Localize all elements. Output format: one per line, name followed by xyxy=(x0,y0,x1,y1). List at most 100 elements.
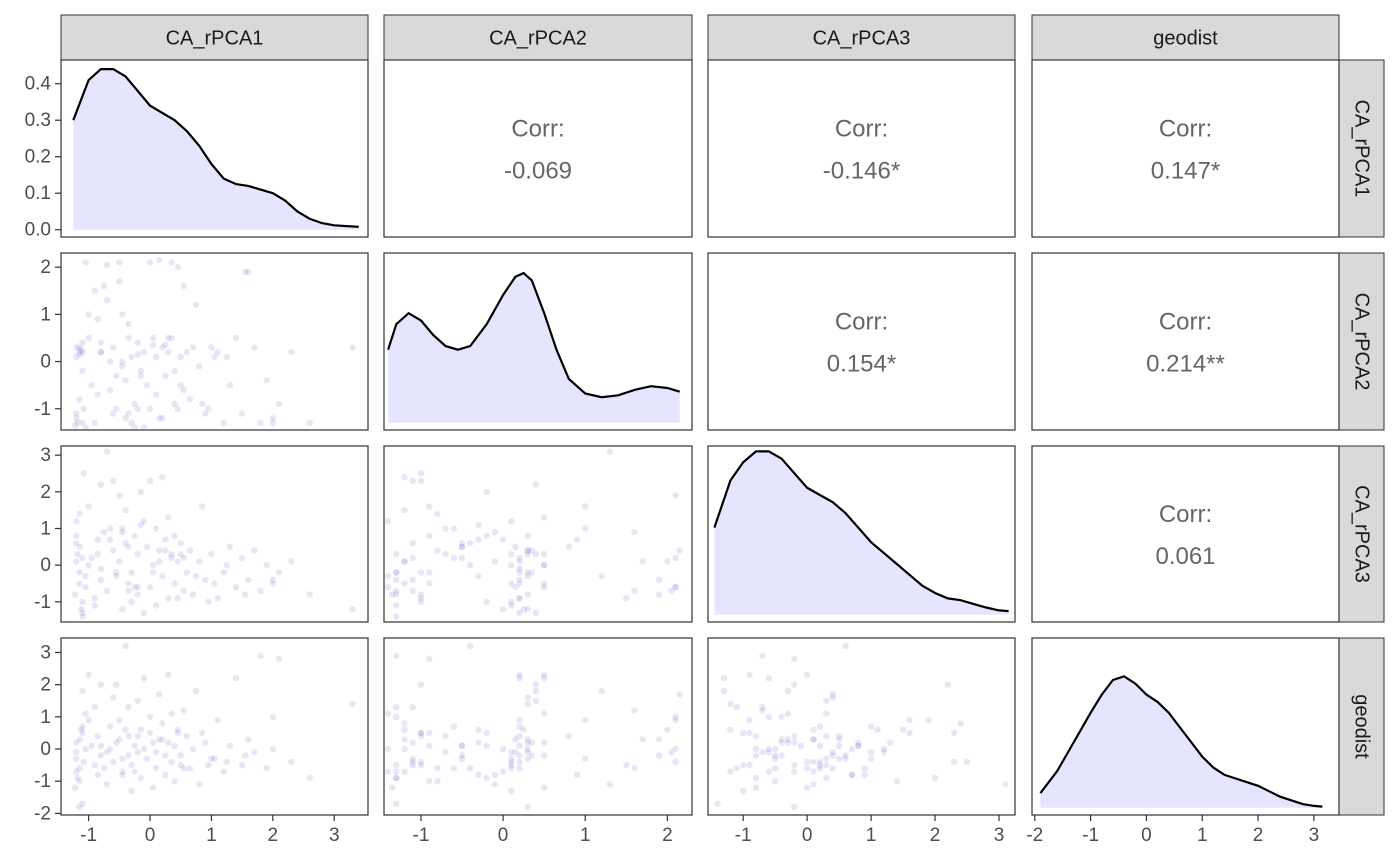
x-tick-label: -2 xyxy=(1026,825,1043,846)
scatter-point xyxy=(146,477,154,484)
corr-label: Corr: xyxy=(1159,501,1212,528)
scatter-point xyxy=(125,704,132,711)
scatter-point xyxy=(483,598,490,605)
x-tick-label: 3 xyxy=(1309,825,1320,846)
scatter-point xyxy=(772,752,779,759)
scatter-point xyxy=(94,391,102,398)
scatter-point xyxy=(119,311,126,318)
scatter-point xyxy=(76,580,83,587)
scatter-point xyxy=(765,675,772,682)
scatter-point xyxy=(80,405,87,412)
scatter-point xyxy=(672,584,679,591)
scatter-point xyxy=(791,803,798,811)
scatter-point xyxy=(499,768,507,775)
scatter-point xyxy=(134,584,141,591)
panel-CA_rPCA1-CA_rPCA3: Corr: -0.146* xyxy=(707,59,1016,238)
scatter-point xyxy=(257,419,264,427)
scatter-point xyxy=(393,591,400,598)
scatter-point xyxy=(829,765,836,772)
scatter-point xyxy=(82,745,89,753)
x-tick-label: 1 xyxy=(866,825,877,846)
scatter-point xyxy=(426,729,433,737)
scatter-point xyxy=(140,745,148,753)
scatter-point xyxy=(149,334,157,342)
scatter-point xyxy=(458,742,466,749)
scatter-point xyxy=(528,752,535,759)
scatter-point xyxy=(116,558,123,565)
scatter-point xyxy=(417,569,425,576)
scatter-point xyxy=(409,761,416,769)
scatter-point xyxy=(79,609,86,616)
scatter-point xyxy=(672,758,679,766)
scatter-point xyxy=(153,749,160,756)
scatter-point xyxy=(186,765,194,772)
x-tick-label: 3 xyxy=(994,825,1005,846)
scatter-point xyxy=(73,410,80,417)
scatter-point xyxy=(137,521,144,528)
scatter-point xyxy=(159,573,166,580)
scatter-point xyxy=(73,344,80,351)
scatter-point xyxy=(598,573,605,580)
scatter-point xyxy=(409,587,416,594)
strip-label: CA_rPCA2 xyxy=(1351,293,1373,391)
scatter-point xyxy=(97,752,105,759)
scatter-point xyxy=(153,525,160,532)
scatter-point xyxy=(88,382,95,389)
scatter-point xyxy=(524,700,531,708)
scatter-point xyxy=(168,710,175,717)
scatter-point xyxy=(803,758,811,766)
scatter-point xyxy=(174,729,181,737)
scatter-point xyxy=(91,287,99,294)
scatter-point xyxy=(532,681,540,688)
scatter-point xyxy=(393,652,400,659)
scatter-point xyxy=(810,726,817,733)
scatter-point xyxy=(835,755,843,762)
scatter-point xyxy=(393,761,400,769)
scatter-point xyxy=(177,382,184,389)
scatter-point xyxy=(417,477,425,484)
scatter-point xyxy=(288,758,295,766)
scatter-point xyxy=(409,576,416,583)
scatter-point xyxy=(384,745,392,753)
scatter-point xyxy=(565,733,572,740)
scatter-point xyxy=(508,758,515,766)
scatter-point xyxy=(85,334,92,342)
strip-label: CA_rPCA3 xyxy=(813,28,911,50)
scatter-point xyxy=(168,334,175,342)
scatter-point xyxy=(541,562,548,569)
scatter-point xyxy=(442,733,449,740)
scatter-point xyxy=(119,768,126,775)
scatter-point xyxy=(752,745,760,753)
scatter-point xyxy=(516,569,523,576)
scatter-point xyxy=(528,739,535,746)
x-tick-label: -1 xyxy=(735,825,752,846)
y-tick-label: -1 xyxy=(34,399,51,420)
scatter-point xyxy=(417,681,425,688)
scatter-point xyxy=(269,580,276,587)
scatter-point xyxy=(263,765,270,772)
scatter-point xyxy=(752,774,760,782)
scatter-point xyxy=(143,382,151,389)
scatter-point xyxy=(220,569,227,576)
scatter-point xyxy=(508,602,515,609)
corr-value: 0.154* xyxy=(827,351,896,378)
scatter-point xyxy=(140,424,148,431)
scatter-point xyxy=(76,348,83,356)
scatter-point xyxy=(842,752,849,759)
scatter-point xyxy=(401,745,408,753)
scatter-point xyxy=(103,587,111,594)
scatter-point xyxy=(524,547,531,554)
scatter-point xyxy=(76,351,84,358)
scatter-point xyxy=(238,410,246,417)
corr-value: -0.146* xyxy=(823,158,900,185)
scatter-point xyxy=(778,739,785,746)
strip-label: CA_rPCA1 xyxy=(1351,100,1373,198)
scatter-point xyxy=(119,525,126,532)
scatter-point xyxy=(384,768,392,775)
scatter-point xyxy=(532,609,540,616)
scatter-point xyxy=(122,642,129,650)
scatter-point xyxy=(116,736,123,743)
scatter-point xyxy=(516,595,523,602)
scatter-point xyxy=(223,353,230,360)
scatter-point xyxy=(524,803,531,811)
